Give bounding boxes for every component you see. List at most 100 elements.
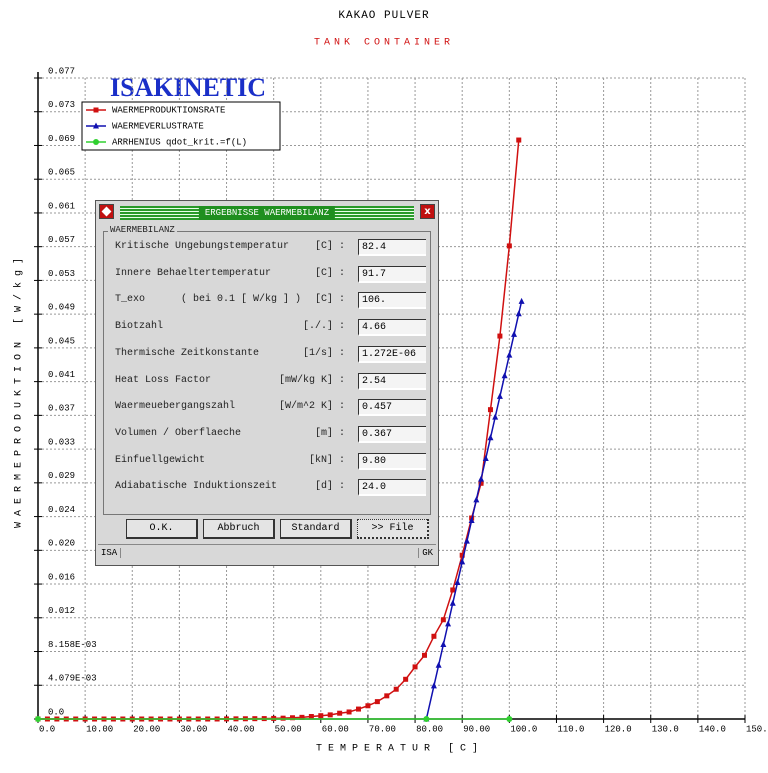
point <box>487 407 493 413</box>
point <box>412 664 418 670</box>
field-label: Adiabatische Induktionszeit <box>115 481 278 493</box>
x-tick-label: 100.0 <box>510 724 537 734</box>
point <box>501 372 508 379</box>
field-value[interactable]: 0.457 <box>358 399 426 417</box>
point <box>518 297 525 304</box>
y-tick-label: 0.041 <box>48 370 75 380</box>
x-tick-label: 90.00 <box>463 724 490 734</box>
legend-label: ARRHENIUS qdot_krit.=f(L) <box>112 137 247 147</box>
point <box>497 333 503 339</box>
point <box>473 496 480 503</box>
field-unit: [mW/kg K] : <box>278 374 345 386</box>
x-tick-label: 60.00 <box>322 724 349 734</box>
y-tick-label: 0.053 <box>48 269 75 279</box>
field-label: Innere Behaeltertemperatur <box>115 267 272 279</box>
field-value[interactable]: 0.367 <box>358 425 426 443</box>
button[interactable]: Abbruch <box>203 519 275 539</box>
y-tick-label: 4.079E-03 <box>48 674 97 684</box>
point <box>431 633 437 639</box>
field-label: Kritische Ungebungstemperatur <box>115 241 290 252</box>
field-label: Biotzahl <box>115 321 164 333</box>
point <box>365 703 371 709</box>
point <box>280 715 286 721</box>
point <box>506 351 513 358</box>
x-tick-label: 30.00 <box>180 724 207 734</box>
y-tick-label: 0.0 <box>48 707 64 717</box>
point <box>440 617 446 623</box>
x-axis-label: TEMPERATUR [C] <box>316 743 484 755</box>
field-unit: [C] : <box>314 294 345 306</box>
x-tick-label: 130.0 <box>652 724 679 734</box>
point <box>93 122 99 129</box>
dialog-title: ERGEBNISSE WAERMEBILANZ <box>198 206 336 220</box>
x-tick-label: 80.00 <box>416 724 443 734</box>
point <box>423 716 430 722</box>
field-label: Volumen / Oberflaeche <box>115 427 242 439</box>
point <box>506 243 512 249</box>
point <box>430 682 437 689</box>
x-tick-label: 10.00 <box>86 724 113 734</box>
y-tick-label: 0.016 <box>48 572 75 582</box>
point <box>478 480 484 486</box>
point <box>459 558 466 565</box>
point <box>421 652 427 658</box>
field-value[interactable]: 91.7 <box>358 265 426 283</box>
status-bar: ISA GK <box>98 544 436 563</box>
point <box>449 599 456 606</box>
point <box>327 712 333 718</box>
point <box>487 434 494 441</box>
field-unit: [./.] : <box>302 321 345 333</box>
y-tick-label: 0.049 <box>48 303 75 313</box>
y-tick-label: 0.073 <box>48 100 75 110</box>
point <box>93 139 99 145</box>
field-unit: [1/s] : <box>302 347 345 359</box>
logo: ISAKINETIC <box>110 73 266 102</box>
point <box>290 715 296 721</box>
legend-box <box>81 101 281 151</box>
point <box>93 107 99 113</box>
field-value[interactable]: 106. <box>358 292 426 310</box>
point <box>318 713 324 719</box>
y-axis-label: WAERMEPRODUKTION [W/kg] <box>13 252 25 528</box>
y-tick-label: 8.158E-03 <box>48 640 97 650</box>
status-left: ISA <box>98 548 122 558</box>
button[interactable]: >> File <box>357 519 429 539</box>
field-value[interactable]: 9.80 <box>358 452 426 470</box>
y-tick-label: 0.037 <box>48 404 75 414</box>
field-value[interactable]: 24.0 <box>358 479 426 497</box>
point <box>35 716 41 722</box>
title-bar: ERGEBNISSE WAERMEBILANZ <box>120 206 414 220</box>
field-unit: [d] : <box>314 481 345 493</box>
field-value[interactable]: 82.4 <box>358 239 426 256</box>
field-value[interactable]: 1.272E-06 <box>358 345 426 363</box>
field-unit: [W/m^2 K] : <box>278 401 345 413</box>
point <box>516 137 522 143</box>
field-value[interactable]: 4.66 <box>358 319 426 337</box>
close-button[interactable]: x <box>420 204 435 219</box>
field-value[interactable]: 2.54 <box>358 372 426 390</box>
button[interactable]: Standard <box>280 519 352 539</box>
chart-subtitle: TANK CONTAINER <box>314 38 454 49</box>
point <box>468 516 475 523</box>
point <box>478 475 485 482</box>
point <box>445 620 452 627</box>
y-tick-label: 0.069 <box>48 134 75 144</box>
button[interactable]: O.K. <box>126 519 198 539</box>
y-tick-label: 0.065 <box>48 168 75 178</box>
menu-icon[interactable] <box>99 204 114 219</box>
point <box>435 661 442 668</box>
x-tick-label: 0.0 <box>39 724 55 734</box>
y-tick-label: 0.029 <box>48 471 75 481</box>
x-tick-label: 40.00 <box>228 724 255 734</box>
legend-label: WAERMEVERLUSTRATE <box>112 121 204 131</box>
point <box>403 676 409 682</box>
series-line <box>425 301 523 720</box>
status-right: GK <box>418 548 436 558</box>
point <box>374 699 380 705</box>
point <box>337 710 343 716</box>
field-unit: [C] : <box>314 267 345 279</box>
y-tick-label: 0.033 <box>48 437 75 447</box>
y-tick-label: 0.045 <box>48 336 75 346</box>
point <box>346 709 352 715</box>
